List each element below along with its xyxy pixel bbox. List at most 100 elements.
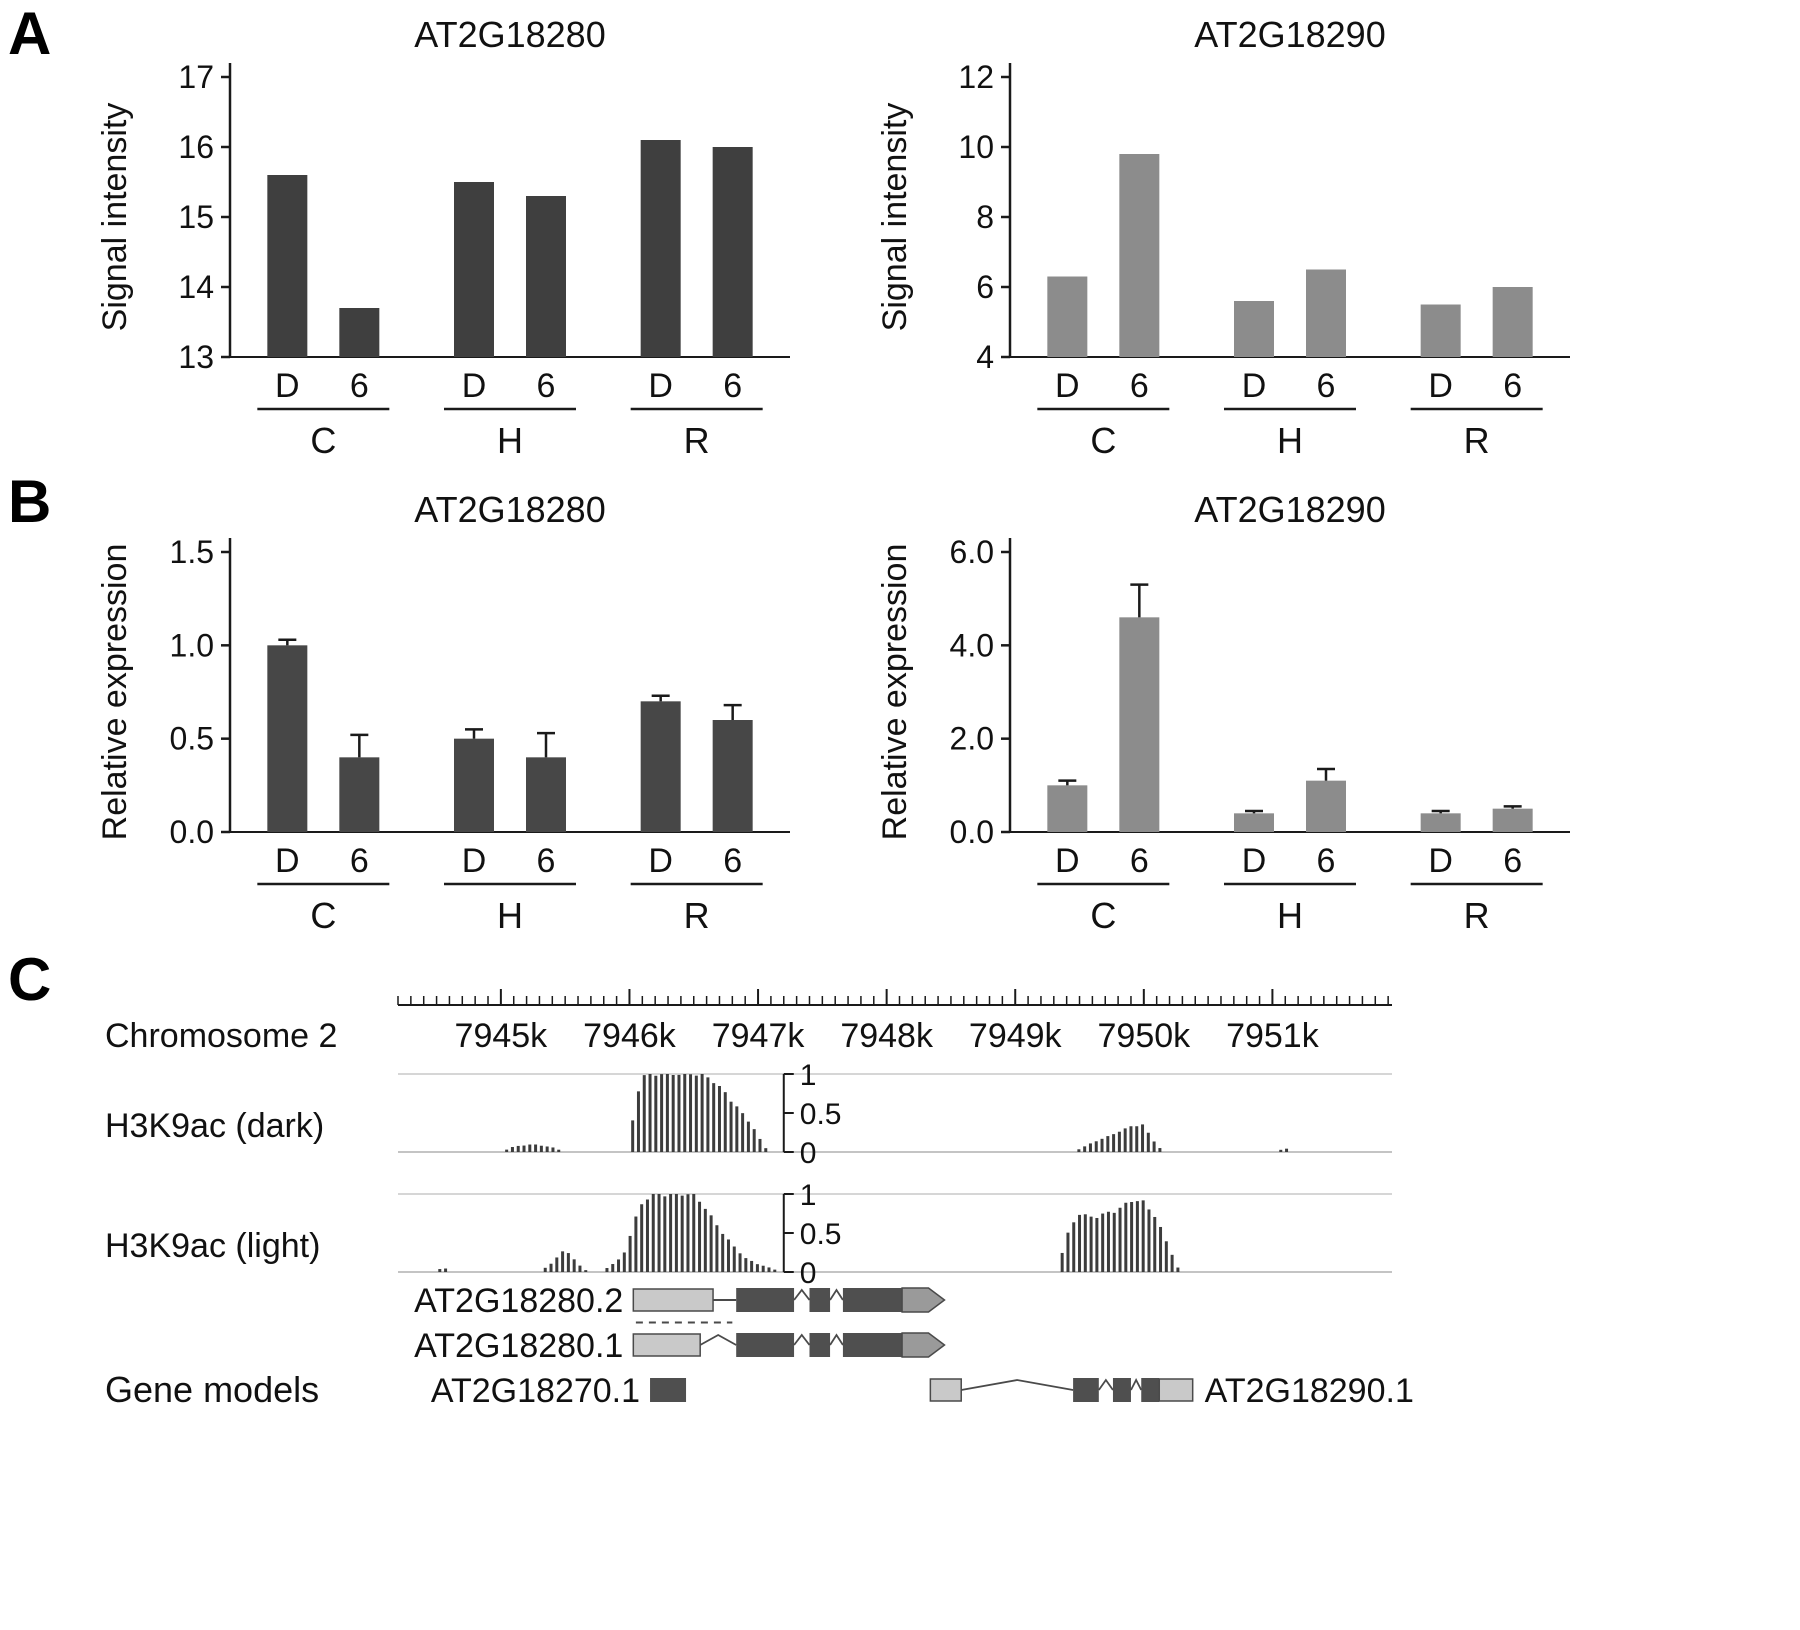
- bar-H-6: [1306, 780, 1346, 832]
- intron-splice: [1098, 1378, 1114, 1391]
- y-tick-label: 1.5: [170, 534, 214, 570]
- y-tick-label: 6.0: [950, 534, 994, 570]
- x-category-label: 6: [350, 842, 369, 880]
- x-category-label: D: [1428, 367, 1453, 405]
- intron-splice: [829, 1333, 844, 1346]
- ruler-tick-label: 7950k: [1098, 1017, 1192, 1055]
- y-tick-label: 1.0: [170, 627, 214, 663]
- bar-R-D: [1420, 813, 1461, 832]
- bar-H-D: [1234, 813, 1274, 832]
- chromosome-label: Chromosome 2: [105, 1017, 337, 1055]
- bar-R-D: [640, 140, 681, 357]
- x-category-label: D: [275, 367, 300, 405]
- intron-splice: [961, 1379, 1074, 1391]
- exon-box: [1112, 1378, 1131, 1402]
- x-category-label: 6: [1130, 367, 1149, 405]
- y-axis-label: Relative expression: [96, 544, 134, 841]
- x-category-label: D: [462, 367, 487, 405]
- gene-label: AT2G18290.1: [1205, 1372, 1414, 1410]
- gene-models-label: Gene models: [105, 1369, 319, 1410]
- y-tick-label: 0.5: [170, 721, 214, 757]
- exon-box: [736, 1288, 795, 1312]
- x-category-label: D: [648, 842, 673, 880]
- group-label: C: [310, 420, 336, 461]
- y-tick-label: 16: [178, 129, 214, 165]
- gene-arrow: [901, 1287, 946, 1313]
- y-tick-label: 17: [178, 59, 214, 95]
- y-tick-label: 14: [178, 269, 214, 305]
- bar-H-D: [454, 182, 494, 357]
- track-label: H3K9ac (dark): [105, 1107, 324, 1145]
- x-category-label: 6: [1317, 842, 1336, 880]
- group-label: C: [310, 895, 336, 936]
- group-label: R: [684, 420, 710, 461]
- group-label: C: [1090, 895, 1116, 936]
- y-tick-label: 15: [178, 199, 214, 235]
- bar-R-6: [1492, 808, 1533, 832]
- y-tick-label: 10: [958, 129, 994, 165]
- x-category-label: 6: [723, 842, 742, 880]
- group-label: H: [497, 895, 523, 936]
- y-tick-label: 2.0: [950, 721, 994, 757]
- group-label: H: [1277, 420, 1303, 461]
- bar-C-D: [1047, 785, 1088, 832]
- x-category-label: D: [1428, 842, 1453, 880]
- signal-scale-label: 1: [800, 1179, 817, 1212]
- chart-title: AT2G18290: [1194, 489, 1385, 530]
- utr-box: [632, 1288, 714, 1312]
- panel-c-label: C: [8, 946, 52, 1013]
- bar-R-6: [712, 147, 753, 357]
- genome-browser: 7945k 7946k 7947k 7948k 7949k 7950k 7951k Chrom…: [105, 989, 1414, 1410]
- bar-chart-relative-expression-at2g18290: AT2G18290 Relative expression 0.0 2.0 4.0 6.0…: [876, 489, 1570, 936]
- bar-C-D: [1047, 276, 1088, 357]
- bar-H-D: [1234, 301, 1274, 357]
- ruler-tick-label: 7948k: [840, 1017, 934, 1055]
- exon-box: [1141, 1378, 1160, 1402]
- bar-C-6: [1119, 617, 1160, 832]
- x-category-label: 6: [1317, 367, 1336, 405]
- exon-box: [1073, 1378, 1099, 1402]
- x-category-label: 6: [537, 367, 556, 405]
- ruler-tick-label: 7947k: [712, 1017, 806, 1055]
- gene-label: AT2G18280.1: [414, 1327, 623, 1365]
- signal-scale-label: 0.5: [800, 1098, 842, 1131]
- exon-box: [736, 1333, 795, 1357]
- y-tick-label: 4: [976, 339, 994, 375]
- group-label: H: [497, 420, 523, 461]
- panel-a-label: A: [8, 0, 52, 67]
- y-axis-label: Signal intensity: [96, 103, 134, 332]
- utr-box: [632, 1333, 701, 1357]
- y-tick-label: 0.0: [950, 814, 994, 850]
- y-axis-label: Relative expression: [876, 544, 914, 841]
- chart-title: AT2G18280: [414, 489, 605, 530]
- bar-H-6: [526, 196, 566, 357]
- intron-splice: [1130, 1378, 1143, 1391]
- ruler-tick-label: 7951k: [1226, 1017, 1320, 1055]
- gene-arrow: [901, 1332, 946, 1358]
- y-axis-label: Signal intensity: [876, 103, 914, 332]
- bar-R-6: [712, 720, 753, 832]
- group-label: H: [1277, 895, 1303, 936]
- x-category-label: D: [275, 842, 300, 880]
- y-tick-label: 12: [958, 59, 994, 95]
- group-label: R: [1464, 420, 1490, 461]
- x-category-label: D: [1055, 842, 1080, 880]
- x-category-label: 6: [1503, 842, 1522, 880]
- signal-scale-label: 0: [800, 1137, 817, 1170]
- bar-C-6: [1119, 154, 1160, 357]
- x-category-label: 6: [350, 367, 369, 405]
- bar-chart-relative-expression-at2g18280: AT2G18280 Relative expression 0.0 0.5 1.0 1.5…: [96, 489, 790, 936]
- bar-H-6: [1306, 269, 1346, 357]
- gene-label: AT2G18270.1: [431, 1372, 640, 1410]
- signal-scale-label: 1: [800, 1059, 817, 1092]
- bar-C-6: [339, 308, 380, 357]
- ruler-tick-label: 7945k: [455, 1017, 549, 1055]
- utr-box: [1158, 1378, 1194, 1402]
- intron-splice: [699, 1333, 737, 1346]
- exon-box: [650, 1378, 687, 1402]
- gene-label: AT2G18280.2: [414, 1282, 623, 1320]
- chart-title: AT2G18280: [414, 14, 605, 55]
